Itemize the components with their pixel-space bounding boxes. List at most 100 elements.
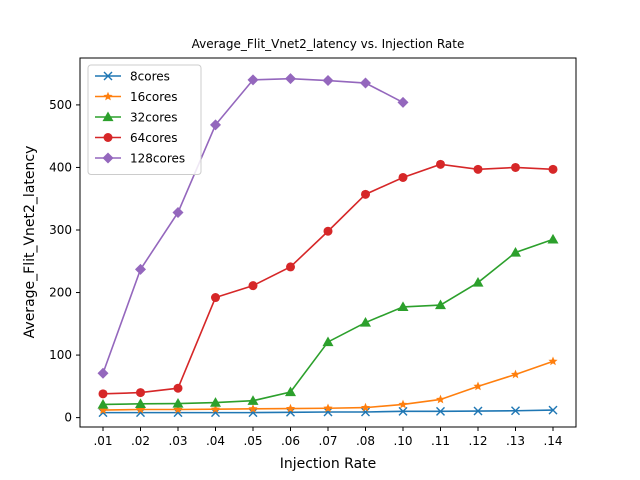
data-point-128cores [135, 263, 146, 275]
data-point-64cores [248, 281, 258, 291]
data-point-8cores [548, 405, 558, 415]
data-point-64cores [286, 262, 295, 272]
data-point-128cores [97, 367, 109, 379]
data-point-32cores [97, 398, 109, 409]
legend-item-128cores: 128cores [95, 152, 185, 166]
x-tick-label: .06 [281, 434, 300, 448]
data-point-16cores [98, 405, 108, 414]
series-32cores [97, 233, 559, 409]
data-point-8cores [248, 408, 258, 418]
series-128cores [97, 73, 409, 379]
data-point-16cores [285, 403, 296, 413]
data-point-128cores [360, 77, 371, 89]
data-point-32cores [172, 398, 184, 408]
x-tick-label: .05 [243, 434, 262, 448]
data-point-32cores [210, 397, 221, 407]
data-point-32cores [472, 277, 484, 287]
series-line-32cores [102, 238, 554, 406]
legend-label: 128cores [130, 152, 185, 166]
data-point-8cores [361, 407, 370, 417]
data-point-8cores [473, 406, 483, 416]
series-layer [97, 73, 559, 418]
y-tick-label: 0 [64, 411, 72, 425]
data-point-64cores [136, 388, 145, 398]
data-point-32cores [135, 398, 146, 408]
legend-label: 8cores [130, 70, 170, 84]
data-point-64cores [473, 164, 483, 174]
data-point-64cores [398, 172, 408, 182]
data-point-128cores [172, 206, 184, 218]
data-point-8cores [436, 406, 445, 416]
data-point-128cores [210, 119, 221, 131]
y-tick-label: 500 [49, 98, 72, 112]
legend-marker-64cores [103, 133, 113, 142]
legend-label: 16cores [130, 90, 178, 104]
legend: 8cores 16cores 32cores 64cores 128cores [87, 64, 202, 175]
data-point-8cores [286, 407, 295, 417]
data-point-32cores [285, 386, 296, 397]
x-tick-label: .03 [168, 434, 187, 448]
legend-label: 32cores [130, 111, 178, 125]
legend-box [87, 64, 202, 175]
series-line-16cores [102, 360, 554, 411]
data-point-64cores [548, 164, 558, 174]
data-point-64cores [211, 293, 220, 303]
chart-title: Average_Flit_Vnet2_latency vs. Injection… [192, 37, 465, 51]
x-axis-label: Injection Rate [280, 456, 377, 472]
data-point-16cores [398, 399, 408, 409]
y-tick-label: 200 [49, 286, 72, 300]
data-point-8cores [511, 406, 520, 416]
data-point-128cores [397, 96, 409, 108]
data-point-16cores [548, 356, 558, 366]
x-tick-label: .08 [356, 434, 375, 448]
data-point-128cores [285, 73, 296, 85]
legend-marker-16cores [103, 91, 113, 101]
legend-item-64cores: 64cores [95, 131, 178, 145]
data-point-8cores [398, 406, 408, 416]
data-point-16cores [323, 403, 333, 413]
x-tick-label: .14 [543, 434, 562, 448]
legend-marker-8cores [103, 71, 113, 81]
data-point-64cores [98, 389, 108, 399]
legend-marker-128cores [102, 152, 114, 164]
series-16cores [98, 356, 558, 414]
data-point-64cores [173, 383, 183, 393]
y-axis-label: Average_Flit_Vnet2_latency [22, 146, 38, 339]
legend-item-32cores: 32cores [95, 111, 178, 125]
x-tick-label: .07 [318, 434, 337, 448]
legend-item-8cores: 8cores [95, 70, 170, 84]
data-point-64cores [436, 159, 445, 169]
data-point-32cores [547, 233, 559, 244]
data-point-16cores [248, 404, 258, 413]
data-point-32cores [360, 317, 371, 327]
data-point-16cores [435, 394, 446, 404]
data-point-64cores [323, 226, 333, 236]
data-point-16cores [473, 381, 483, 391]
x-tick-label: .02 [131, 434, 150, 448]
y-tick-label: 300 [49, 223, 72, 237]
y-tick-label: 100 [49, 348, 72, 362]
x-tick-label: .04 [206, 434, 225, 448]
legend-label: 64cores [130, 131, 178, 145]
data-point-128cores [247, 74, 259, 86]
x-tick-label: .13 [506, 434, 525, 448]
data-point-64cores [361, 189, 370, 199]
data-point-8cores [323, 407, 333, 417]
x-tick-label: .11 [431, 434, 450, 448]
data-point-32cores [435, 299, 446, 310]
data-point-64cores [511, 162, 520, 172]
data-point-32cores [510, 247, 521, 257]
x-tick-label: .01 [93, 434, 112, 448]
data-point-16cores [510, 369, 521, 379]
x-axis: .01 .02 .03 .04 .05 .06 .07 .08 .10 .11 .12 .13 .14 [93, 427, 563, 448]
data-point-128cores [322, 75, 334, 87]
x-tick-label: .10 [393, 434, 412, 448]
y-axis: 0 100 200 300 400 500 [49, 98, 80, 425]
data-point-16cores [210, 404, 221, 414]
series-line-64cores [102, 163, 554, 395]
series-64cores [98, 159, 558, 399]
legend-marker-32cores [102, 111, 114, 122]
x-tick-label: .12 [468, 434, 487, 448]
data-point-32cores [247, 395, 259, 405]
